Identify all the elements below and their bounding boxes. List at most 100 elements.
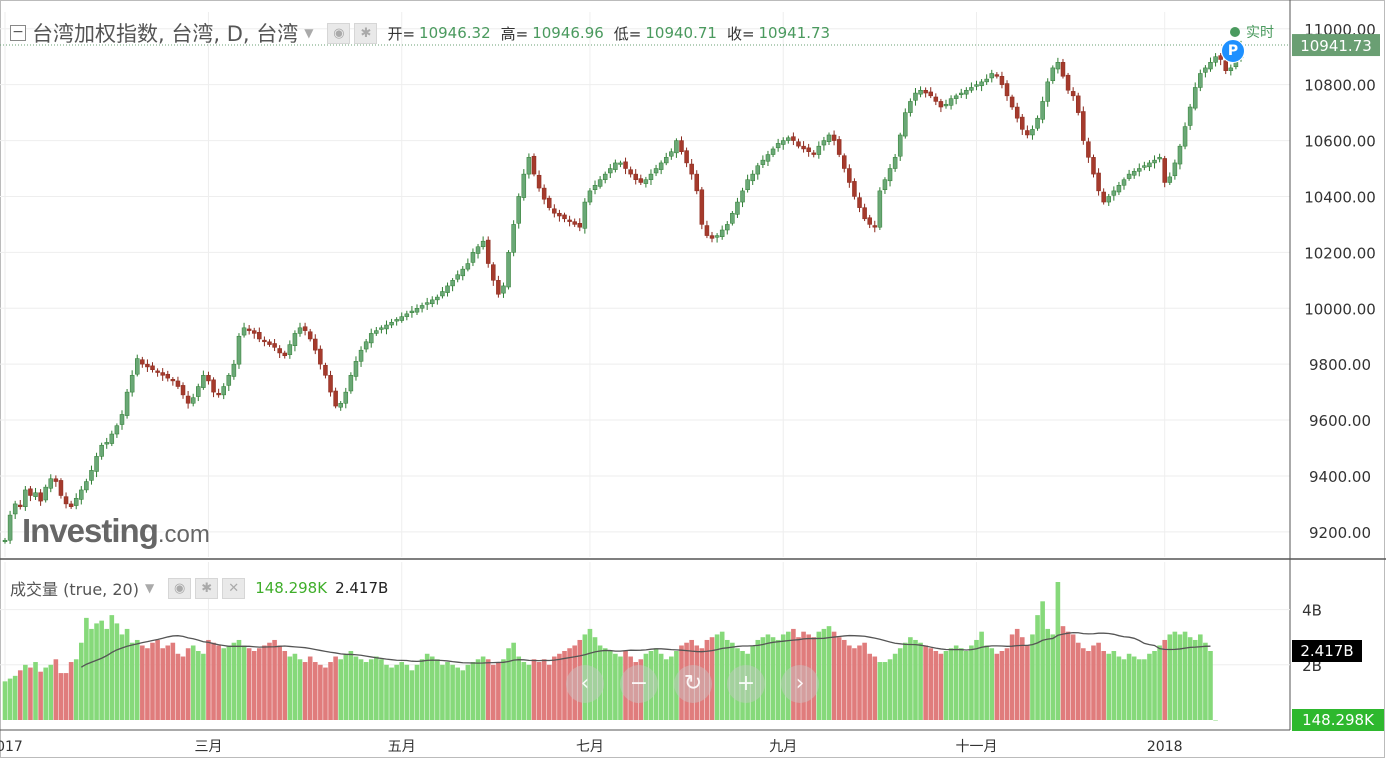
eye-icon[interactable]: ◉ [168,578,191,599]
candle [1147,163,1151,167]
candle [1010,97,1014,107]
candle [929,92,933,96]
volume-bar [389,668,394,720]
candle [1041,101,1045,119]
plus-icon[interactable]: + [727,665,765,703]
p-badge-icon[interactable]: P [1221,39,1245,63]
volume-bar [1025,645,1030,720]
candle [898,135,902,156]
brand-suffix: .com [158,521,210,548]
candle [39,493,43,501]
minus-icon[interactable]: − [620,665,658,703]
volume-bar [359,659,364,720]
volume-title[interactable]: 成交量 (true, 20) [10,576,139,600]
candle [1030,129,1034,135]
volume-bar [262,645,267,720]
candle [293,333,297,345]
candle [837,139,841,154]
candle [359,350,363,361]
volume-bar [862,643,867,720]
volume-bar [288,657,293,720]
candle [761,160,765,164]
volume-bar [135,640,140,720]
candle [425,303,429,305]
candle [166,374,170,378]
volume-bar [211,643,216,720]
candle [913,93,917,100]
candle [420,305,424,308]
volume-header: 成交量 (true, 20) ▼ ◉ ✱ ✕ 148.298K 2.417B [10,576,388,600]
volume-bar [903,643,908,720]
y-tick-label: 10600.00 [1304,133,1376,151]
candle [883,180,887,190]
candle [695,174,699,191]
candle [364,342,368,349]
volume-bar [979,632,984,720]
candle [624,162,628,169]
candle [1117,185,1121,192]
reset-icon[interactable]: ↻ [674,665,712,703]
candle [1051,68,1055,81]
candle [237,336,241,364]
candle [710,236,714,239]
vol-tick-label: 4B [1302,602,1322,620]
candle [298,328,302,334]
y-tick-label: 9600.00 [1309,412,1371,430]
volume-bar [476,659,481,720]
candle [79,490,83,500]
candle [334,391,338,406]
candle [344,392,348,403]
candle [384,325,388,329]
candle [110,434,114,444]
candle [430,300,434,304]
volume-bar [852,648,857,720]
x-tick-label: 十一月 [956,739,998,755]
candle [827,135,831,142]
collapse-icon[interactable]: − [10,25,26,41]
candle [415,308,419,312]
volume-value-label: 148.298K [1302,711,1375,729]
close-label: 收= [727,23,755,44]
volume-bar [181,657,186,720]
eye-icon[interactable]: ◉ [327,23,350,44]
volume-bar [176,654,181,720]
volume-bar [333,657,338,720]
volume-bar [832,632,837,720]
candle [532,156,536,174]
volume-bar [496,662,501,720]
candle [832,135,836,141]
candle [446,286,450,293]
chevron-down-icon[interactable]: ▼ [145,581,154,595]
gear-icon[interactable]: ✱ [354,23,377,44]
chevron-right-icon[interactable]: › [781,665,819,703]
candle [817,146,821,154]
y-tick-label: 10200.00 [1304,244,1376,262]
volume-bar [43,668,48,720]
candle [323,365,327,375]
chevron-down-icon[interactable]: ▼ [304,26,313,40]
chevron-left-icon[interactable]: ‹ [566,665,604,703]
volume-bar [964,651,969,720]
candle [18,505,22,507]
candle [1163,158,1167,182]
volume-bar [99,621,104,720]
close-icon[interactable]: ✕ [222,578,245,599]
volume-bar [455,668,460,720]
gear-icon[interactable]: ✱ [195,578,218,599]
volume-bar [323,668,328,720]
volume-bar [425,654,430,720]
volume-bar [934,651,939,720]
symbol-title[interactable]: 台湾加权指数, 台湾, D, 台湾 [32,18,298,48]
candle [959,93,963,95]
candle [873,226,877,228]
volume-bar [364,662,369,720]
volume-bar [84,618,89,720]
volume-bar [995,654,1000,720]
volume-bar [410,670,415,720]
candle [395,319,399,321]
x-tick-label: 九月 [769,739,797,755]
candle [135,359,139,375]
candle [451,280,455,286]
volume-bar [847,645,852,720]
